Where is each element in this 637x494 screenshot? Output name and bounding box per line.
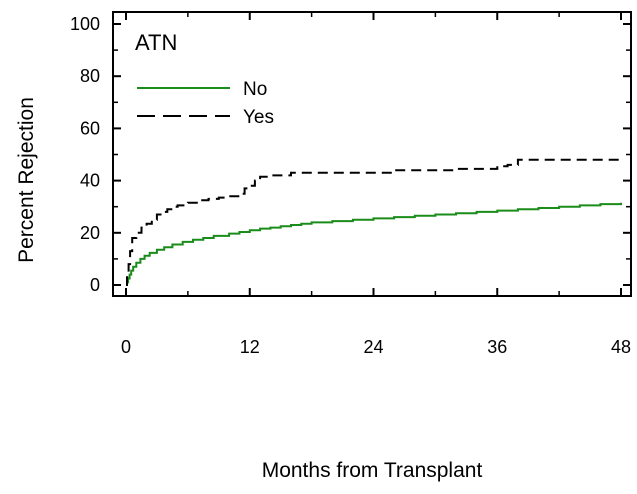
y-tick-label-2: 40	[80, 171, 100, 191]
series-line-yes	[126, 158, 621, 286]
x-tick-label-3: 36	[487, 337, 507, 357]
y-tick-label-5: 100	[70, 14, 100, 34]
x-tick-label-4: 48	[611, 337, 631, 357]
chart-title: ATN	[135, 30, 177, 55]
series-line-no	[126, 202, 622, 286]
x-tick-label-1: 12	[240, 337, 260, 357]
series-group	[126, 158, 622, 286]
plot-frame	[112, 11, 632, 297]
x-tick-label-0: 0	[121, 337, 131, 357]
x-axis-label: Months from Transplant	[262, 459, 483, 482]
axis-ticks	[113, 12, 631, 296]
y-tick-label-1: 20	[80, 223, 100, 243]
tick-labels: 0 12 24 36 48 0 20 40 60 80 100	[70, 14, 631, 357]
y-tick-label-0: 0	[90, 275, 100, 295]
y-tick-label-4: 80	[80, 66, 100, 86]
legend: No Yes	[137, 79, 274, 128]
legend-label-no: No	[243, 79, 267, 100]
x-tick-label-2: 24	[363, 337, 383, 357]
y-tick-label-3: 60	[80, 118, 100, 138]
y-axis-label: Percent Rejection	[15, 97, 38, 263]
legend-label-yes: Yes	[243, 107, 274, 128]
